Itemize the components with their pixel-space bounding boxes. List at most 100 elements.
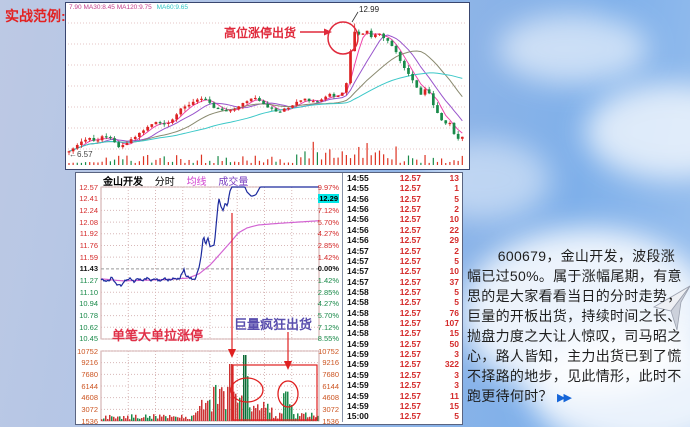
trade-volume: 22 — [449, 224, 459, 235]
trade-time: 14:58 — [347, 318, 369, 329]
trade-price: 12.57 — [399, 183, 421, 194]
trade-volume: 5 — [454, 255, 459, 266]
trade-row: 14:57 12.57 5 — [343, 256, 462, 266]
trade-time: 14:57 — [347, 245, 369, 256]
trade-price: 12.57 — [399, 204, 421, 215]
axis-label: 7.12% — [317, 322, 339, 332]
trade-time: 14:56 — [347, 235, 369, 246]
trade-time: 14:59 — [347, 338, 369, 349]
tab-junxian[interactable]: 均线 — [186, 177, 207, 188]
trade-time: 14:57 — [347, 266, 369, 277]
axis-label: 11.10 — [79, 287, 98, 297]
trade-price: 12.57 — [399, 255, 421, 266]
trade-price: 12.57 — [399, 297, 421, 308]
trade-row: 14:59 12.57 3 — [343, 380, 462, 390]
axis-label: 9216 — [81, 358, 98, 368]
tab-chengjiaoliang[interactable]: 成交量 — [218, 177, 249, 188]
axis-label: 12.57 — [79, 182, 98, 192]
trade-price: 12.57 — [399, 328, 421, 339]
page-title: 实战范例: — [5, 8, 66, 24]
trade-time: 14:57 — [347, 276, 369, 287]
kline-ma-values: 7.90 MA30:8.45 MA120:9.75 — [69, 4, 152, 11]
axis-label: 5.70% — [317, 217, 339, 227]
trade-price: 12.57 — [399, 307, 421, 318]
timeshare-header: 金山开发 分时 均线 成交量 — [103, 173, 257, 188]
commentary-body: 600679，金山开发，波段涨幅已过50%。属于涨幅尾期，有意思的是大家看看当日… — [467, 248, 682, 404]
axis-label: 11.27 — [79, 276, 98, 286]
annotation-big-single-order: 单笔大单拉涨停 — [112, 328, 204, 343]
trade-time: 15:00 — [347, 411, 369, 422]
axis-label: 2.85% — [317, 287, 339, 297]
trade-volume: 29 — [449, 235, 459, 246]
trade-row: 14:55 12.57 1 — [343, 183, 462, 193]
trade-row: 14:58 12.57 107 — [343, 318, 462, 328]
commentary-text: 600679，金山开发，波段涨幅已过50%。属于涨幅尾期，有意思的是大家看看当日… — [467, 246, 688, 408]
trade-volume: 3 — [454, 380, 459, 391]
trade-row: 14:59 12.57 11 — [343, 391, 462, 401]
trade-price: 12.57 — [399, 173, 421, 183]
kline-chart-panel: 7.90 MA30:8.45 MA120:9.75 MA60:9.65 高位涨停… — [65, 2, 470, 170]
axis-label: 0.00% — [317, 264, 339, 274]
axis-label: 1536 — [322, 416, 339, 426]
kline-low-price-label: ←6.57 — [69, 150, 93, 159]
axis-label: 10.62 — [79, 322, 98, 332]
trade-row: 15:00 12.57 5 — [343, 411, 462, 421]
trade-price: 12.57 — [399, 266, 421, 277]
trade-time: 14:58 — [347, 286, 369, 297]
order-book: 14:55 12.57 13 14:55 12.57 1 14:56 12.57 5 14:56 1… — [342, 173, 462, 422]
axis-label: 4608 — [81, 393, 98, 403]
trade-volume: 76 — [449, 307, 459, 318]
trade-price: 12.57 — [399, 349, 421, 360]
annotation-massive-selling: 巨量疯狂出货 — [234, 317, 313, 332]
trade-price: 12.57 — [399, 214, 421, 225]
axis-label: 10.45 — [79, 334, 98, 344]
trade-price: 12.57 — [399, 276, 421, 287]
trade-volume: 37 — [449, 276, 459, 287]
trade-row: 14:56 12.57 5 — [343, 194, 462, 204]
timeshare-chart — [100, 186, 320, 422]
trade-row: 14:59 12.57 50 — [343, 339, 462, 349]
axis-label: 10.78 — [79, 311, 98, 321]
trade-price: 12.57 — [399, 411, 421, 422]
kline-ma60-value: MA60:9.65 — [156, 4, 189, 11]
trade-time: 14:59 — [347, 380, 369, 391]
trade-row: 14:57 12.57 37 — [343, 277, 462, 287]
axis-label: 1.42% — [317, 252, 339, 262]
trade-price: 12.57 — [399, 245, 421, 256]
axis-label: 7.12% — [317, 205, 339, 215]
axis-label: 12.24 — [79, 205, 98, 215]
tab-fenshi[interactable]: 分时 — [154, 177, 175, 188]
axis-label: 1.42% — [317, 276, 339, 286]
axis-label: 4.27% — [317, 229, 339, 239]
current-price-marker: 12.29 — [318, 194, 339, 204]
kline-peak-price-label: 12.99 — [359, 5, 380, 14]
trade-row: 14:56 12.57 22 — [343, 225, 462, 235]
percent-axis-right: 9.97% 12.29 7.12% 5.70% 4.27% 2.85% 1.42% 0.00%… — [317, 173, 340, 426]
trade-price: 12.57 — [399, 369, 421, 380]
trade-volume: 50 — [449, 338, 459, 349]
trade-volume: 10 — [449, 214, 459, 225]
stock-name: 金山开发 — [103, 177, 143, 188]
axis-label: 12.41 — [79, 194, 98, 204]
trade-row: 14:56 12.57 2 — [343, 204, 462, 214]
axis-label: 1536 — [81, 416, 98, 426]
trade-time: 14:56 — [347, 204, 369, 215]
trade-row: 14:59 12.57 3 — [343, 370, 462, 380]
trade-row: 14:58 12.57 5 — [343, 297, 462, 307]
axis-label: 11.92 — [79, 229, 98, 239]
trade-time: 14:56 — [347, 214, 369, 225]
cloud-decoration — [498, 14, 648, 84]
trade-time: 14:59 — [347, 369, 369, 380]
kline-annotation-sell-at-top: 高位涨停出货 — [224, 26, 297, 40]
trade-time: 14:59 — [347, 400, 369, 411]
trade-volume: 5 — [454, 193, 459, 204]
cloud-decoration — [585, 84, 690, 179]
more-arrows-icon[interactable]: ▶▶ — [557, 392, 572, 404]
trade-time: 14:58 — [347, 297, 369, 308]
trade-price: 12.57 — [399, 359, 421, 370]
axis-label: 4608 — [322, 393, 339, 403]
trade-time: 14:56 — [347, 193, 369, 204]
trade-row: 14:58 12.57 15 — [343, 328, 462, 338]
trade-time: 14:59 — [347, 359, 369, 370]
